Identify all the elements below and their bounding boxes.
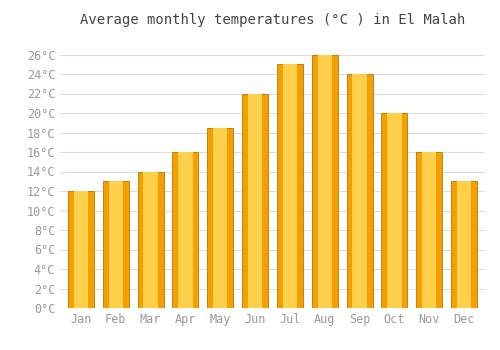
Bar	[138, 172, 164, 308]
Bar	[68, 191, 94, 308]
Bar	[387, 113, 402, 308]
Bar	[277, 64, 303, 308]
Bar	[108, 181, 123, 308]
Bar	[312, 55, 338, 308]
Bar	[282, 64, 297, 308]
Bar	[451, 181, 477, 308]
Bar	[457, 181, 471, 308]
Bar	[178, 152, 192, 308]
Bar	[172, 152, 199, 308]
Bar	[248, 93, 262, 308]
Bar	[416, 152, 442, 308]
Bar	[382, 113, 407, 308]
Bar	[242, 93, 268, 308]
Bar	[213, 128, 228, 308]
Bar	[352, 74, 367, 308]
Bar	[74, 191, 88, 308]
Bar	[144, 172, 158, 308]
Bar	[318, 55, 332, 308]
Bar	[422, 152, 436, 308]
Bar	[346, 74, 372, 308]
Bar	[207, 128, 234, 308]
Title: Average monthly temperatures (°C ) in El Malah: Average monthly temperatures (°C ) in El…	[80, 13, 465, 27]
Bar	[102, 181, 129, 308]
